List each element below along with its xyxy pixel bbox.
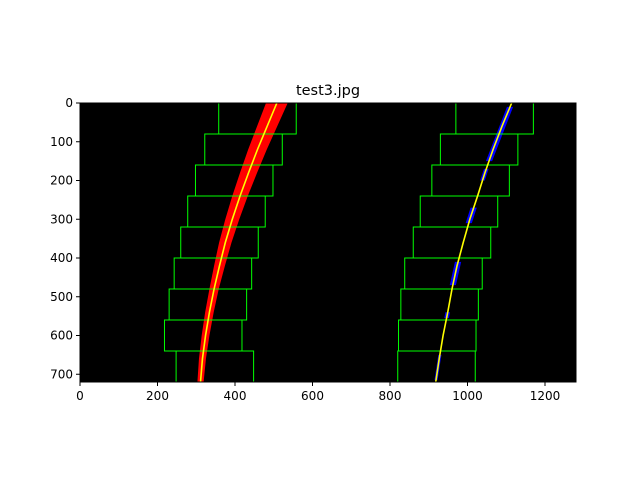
lane-fits [199, 102, 513, 383]
chart-title: test3.jpg [296, 83, 360, 99]
x-tick-label: 800 [379, 389, 402, 403]
x-tick-label: 200 [146, 389, 169, 403]
left-lane-pixels [197, 103, 288, 382]
axes-frame [79, 102, 577, 383]
x-tick-label: 400 [224, 389, 247, 403]
left-fit-line [199, 102, 278, 383]
x-tick-label: 1200 [530, 389, 561, 403]
x-tick-label: 0 [76, 389, 84, 403]
y-tick-label: 700 [50, 367, 73, 381]
y-axis: 0 100 200 300 400 500 600 700 [50, 96, 80, 381]
left-lane-pixel-band [197, 103, 288, 382]
y-tick-label: 200 [50, 174, 73, 188]
y-tick-label: 100 [50, 135, 73, 149]
y-tick-label: 0 [65, 96, 73, 110]
y-tick-label: 500 [50, 290, 73, 304]
plot-area [79, 102, 577, 383]
y-tick-label: 600 [50, 329, 73, 343]
right-fit-line [434, 102, 513, 383]
x-tick-label: 1000 [452, 389, 483, 403]
x-axis: 0 200 400 600 800 1000 1200 [76, 382, 560, 403]
y-tick-label: 300 [50, 212, 73, 226]
image-background [80, 103, 576, 382]
x-tick-label: 600 [301, 389, 324, 403]
y-tick-label: 400 [50, 251, 73, 265]
